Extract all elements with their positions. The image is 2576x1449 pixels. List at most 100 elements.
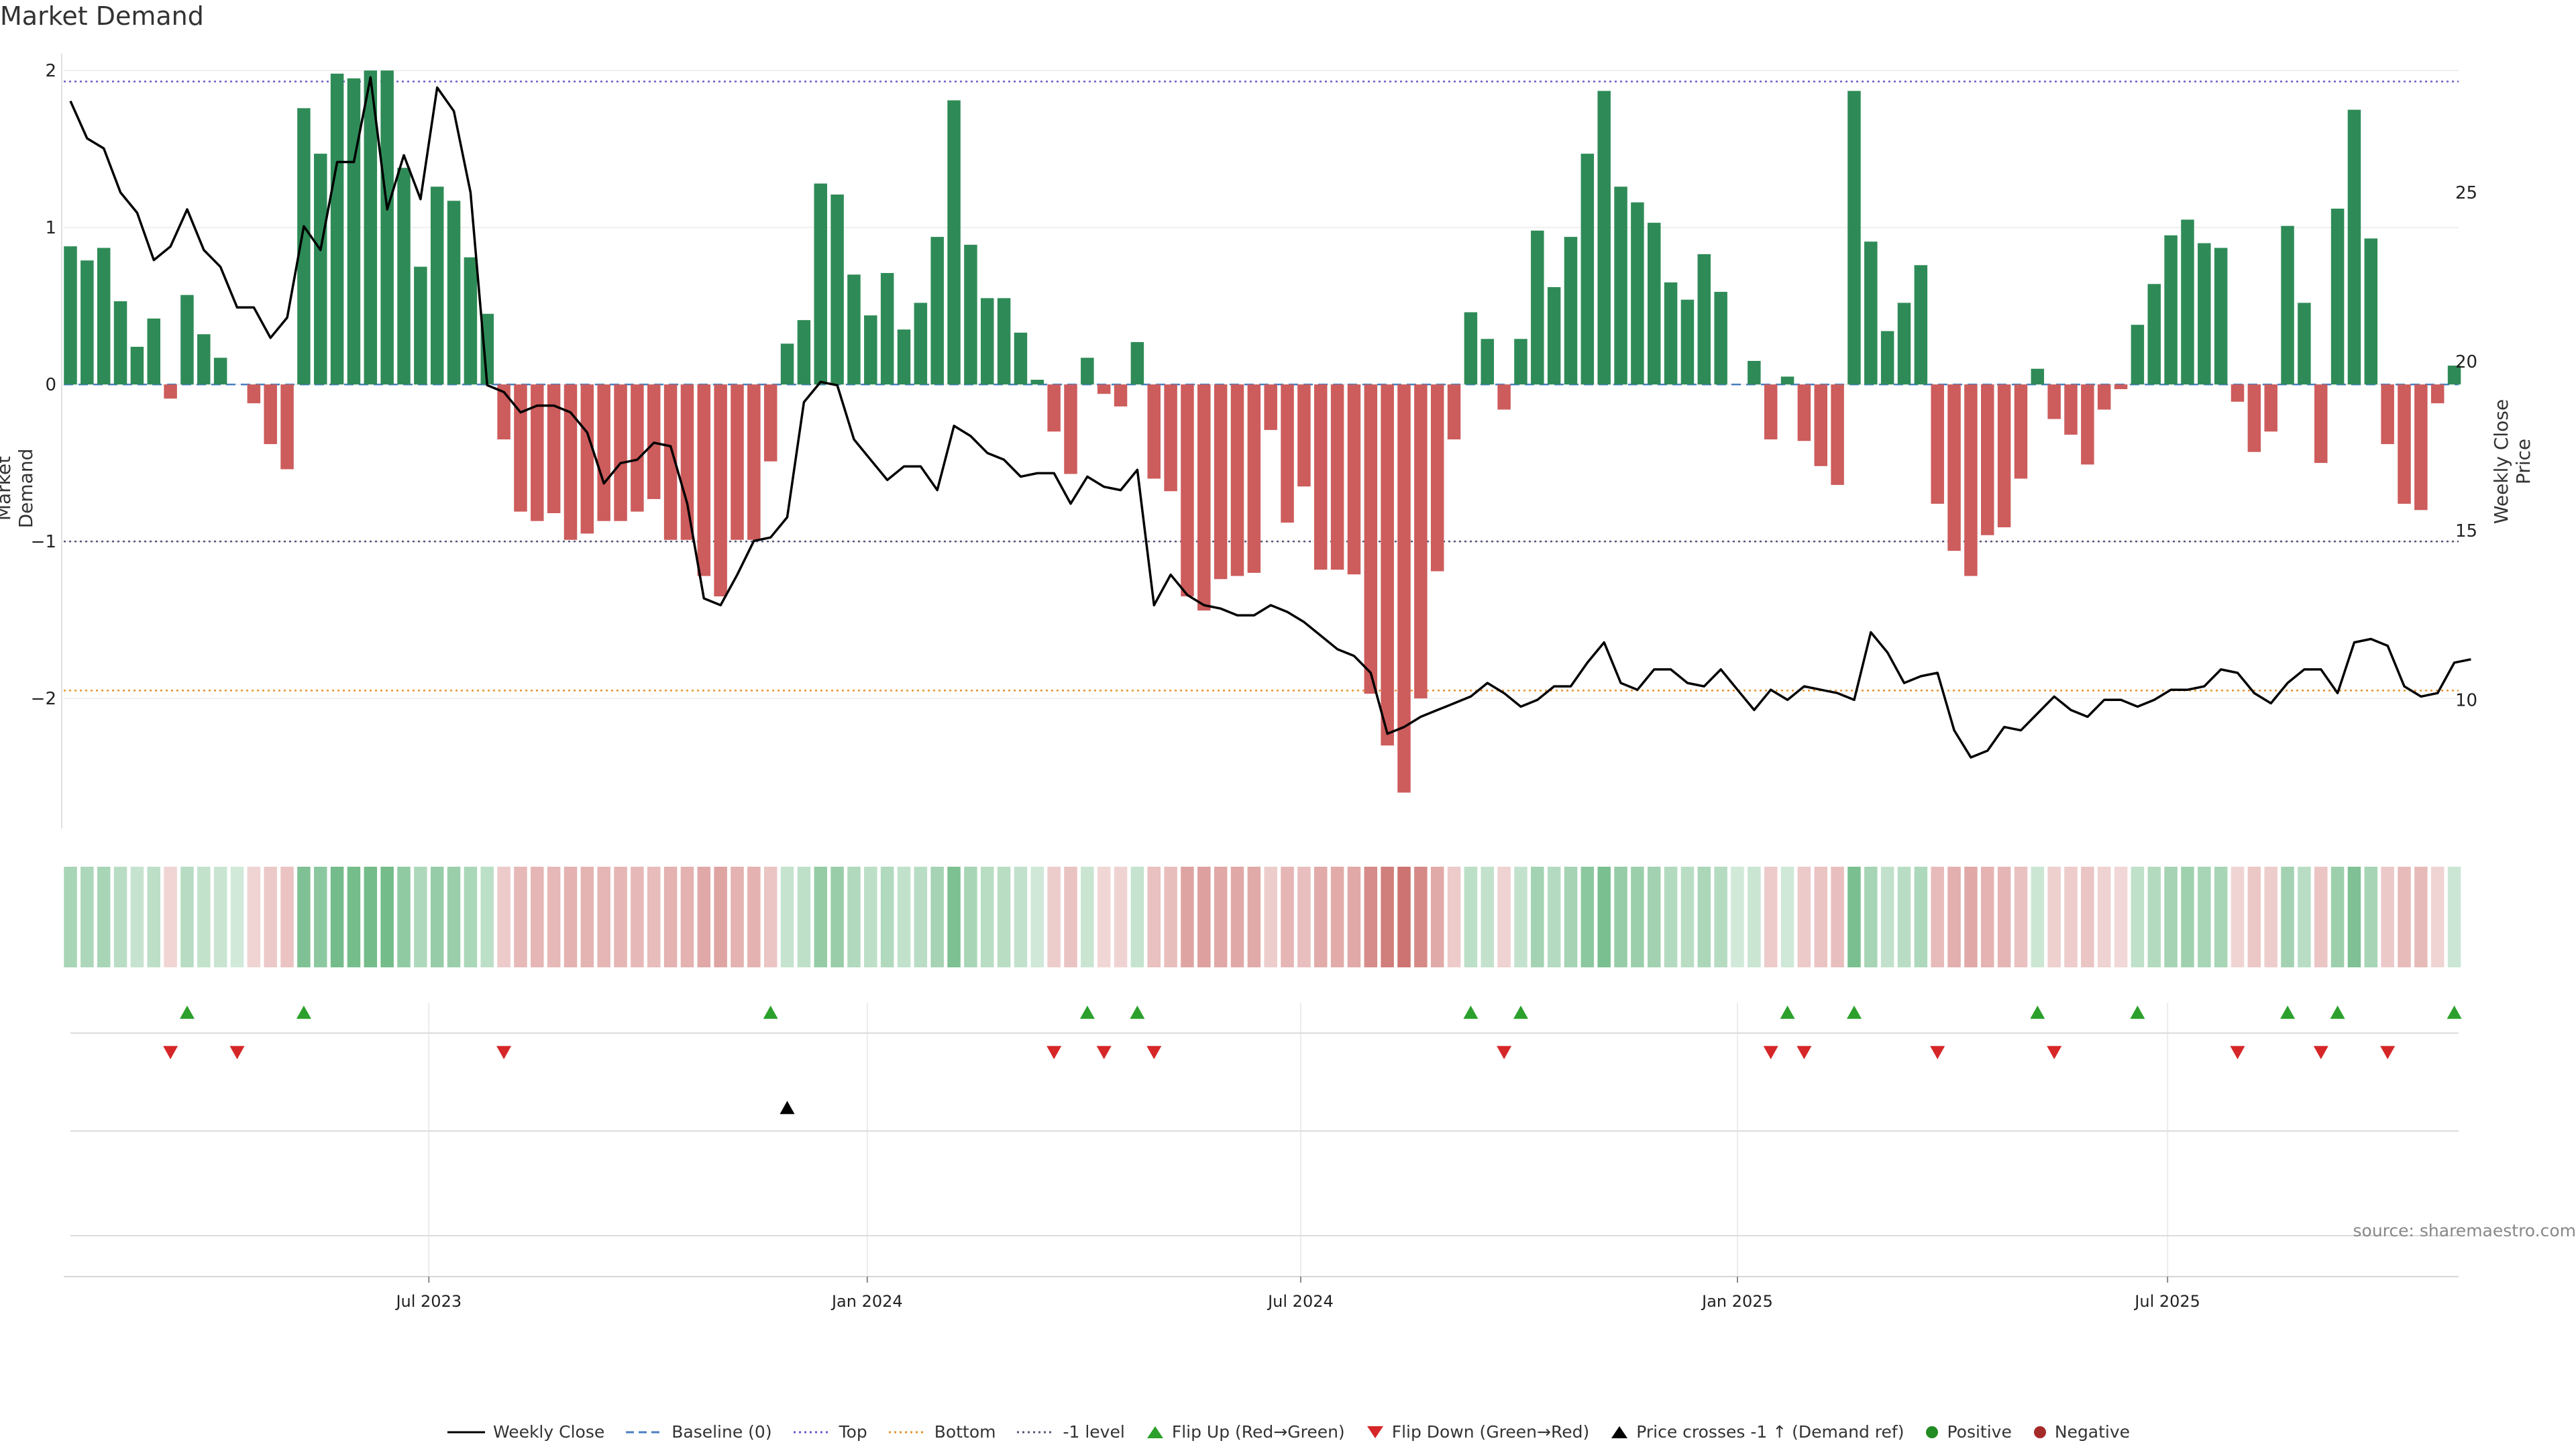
demand-bar xyxy=(1481,339,1494,385)
x-tick-label: Jul 2023 xyxy=(394,1292,462,1311)
demand-bar xyxy=(414,266,427,385)
demand-bar xyxy=(430,186,444,385)
demand-bar xyxy=(1497,384,1511,410)
demand-bar xyxy=(897,329,911,385)
heat-cell xyxy=(614,867,627,967)
demand-bar xyxy=(2231,384,2245,402)
demand-bar xyxy=(1531,230,1544,385)
heat-cell xyxy=(1181,867,1194,967)
demand-bar xyxy=(680,384,694,540)
demand-bar xyxy=(2164,235,2178,385)
legend-label: Negative xyxy=(2054,1422,2131,1442)
demand-bar xyxy=(1447,384,1461,439)
demand-bar xyxy=(814,183,827,385)
demand-bar xyxy=(1631,202,1644,385)
demand-bar xyxy=(2064,384,2078,435)
heat-cell xyxy=(2031,867,2045,967)
demand-bar xyxy=(2347,109,2361,385)
demand-bar xyxy=(1764,384,1778,439)
demand-bar xyxy=(380,70,394,385)
demand-bar xyxy=(2447,366,2461,385)
demand-bar xyxy=(1097,384,1111,394)
heat-cell xyxy=(1714,867,1727,967)
legend-item-baseline: Baseline (0) xyxy=(625,1422,772,1442)
demand-bar xyxy=(1114,384,1128,407)
flip-down-marker xyxy=(2313,1046,2328,1059)
demand-bar xyxy=(330,73,344,385)
demand-bar xyxy=(1914,265,1928,385)
heat-cell xyxy=(547,867,561,967)
heat-cell xyxy=(2131,867,2145,967)
demand-bar xyxy=(2364,238,2378,385)
heat-cell xyxy=(847,867,861,967)
demand-bar xyxy=(2381,384,2394,445)
demand-bar xyxy=(2281,225,2294,385)
legend-item-top: Top xyxy=(792,1422,867,1442)
heat-cell xyxy=(1514,867,1527,967)
demand-bar xyxy=(2264,384,2277,432)
demand-bar xyxy=(364,70,378,385)
heat-cell xyxy=(1748,867,1761,967)
demand-bar xyxy=(780,343,794,385)
demand-bar xyxy=(830,194,844,385)
heat-cell xyxy=(514,867,527,967)
chart-title: Market Demand xyxy=(0,1,204,31)
demand-bar xyxy=(1314,384,1328,570)
demand-bar xyxy=(1648,223,1661,385)
demand-bar xyxy=(1430,384,1444,572)
demand-bar xyxy=(1464,312,1478,385)
heat-cell xyxy=(147,867,160,967)
flip-up-marker xyxy=(2330,1006,2345,1019)
demand-bar xyxy=(2147,284,2161,385)
demand-bar xyxy=(1181,384,1194,596)
legend-label: Bottom xyxy=(934,1422,996,1442)
heat-cell xyxy=(1697,867,1711,967)
demand-bar xyxy=(1164,384,1177,492)
demand-bar xyxy=(663,384,678,540)
demand-bar xyxy=(597,384,610,521)
demand-bar xyxy=(914,303,928,385)
event-markers xyxy=(70,1006,2462,1236)
demand-bar xyxy=(580,384,594,534)
price-cross-marker xyxy=(780,1101,795,1114)
demand-bar xyxy=(1264,384,1277,430)
heat-cell xyxy=(1264,867,1277,967)
line-solid-icon xyxy=(447,1431,485,1433)
demand-bar xyxy=(397,168,411,385)
heat-cell xyxy=(1114,867,1128,967)
heat-cell xyxy=(447,867,461,967)
demand-bar xyxy=(1981,384,1994,535)
flip-up-marker xyxy=(296,1006,311,1019)
heat-cell xyxy=(1297,867,1311,967)
demand-bar xyxy=(1064,384,1077,474)
demand-bar xyxy=(747,384,761,540)
heat-cell xyxy=(830,867,844,967)
heat-cell xyxy=(2447,867,2461,967)
heat-cell xyxy=(1880,867,1894,967)
heat-cell xyxy=(2014,867,2028,967)
legend-label: Price crosses -1 ↑ (Demand ref) xyxy=(1636,1422,1904,1442)
demand-bar xyxy=(1880,331,1894,385)
demand-bar xyxy=(1947,384,1961,551)
demand-bar xyxy=(614,384,627,521)
y-right-tick-label: 25 xyxy=(2455,183,2477,203)
heat-cell xyxy=(280,867,294,967)
demand-bar xyxy=(964,244,977,385)
demand-bar xyxy=(2298,303,2311,385)
heat-cell xyxy=(430,867,444,967)
demand-bar xyxy=(531,384,544,521)
demand-bar xyxy=(2031,368,2045,385)
y-axis-right-label: Weekly Close Price xyxy=(2490,398,2534,525)
demand-bar xyxy=(130,346,144,385)
heat-cell xyxy=(1614,867,1627,967)
heat-cell xyxy=(113,867,127,967)
demand-bar xyxy=(2430,384,2445,404)
demand-bar xyxy=(864,315,877,385)
heat-cell xyxy=(2047,867,2061,967)
line-dotted-icon xyxy=(793,1431,831,1433)
heat-cell xyxy=(981,867,994,967)
heat-cell xyxy=(1381,867,1394,967)
triangle-up-icon xyxy=(1146,1426,1163,1438)
legend-item-flip-up: Flip Up (Red→Green) xyxy=(1145,1422,1345,1442)
demand-bar xyxy=(1130,341,1144,385)
